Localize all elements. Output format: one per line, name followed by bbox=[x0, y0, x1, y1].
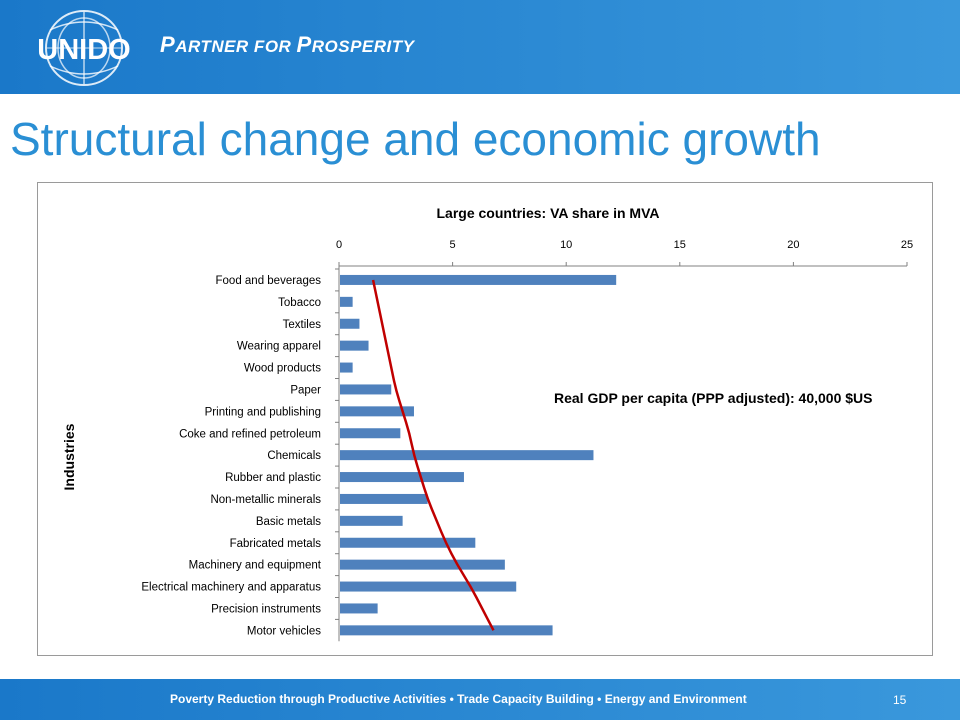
x-tick-label: 5 bbox=[450, 239, 456, 251]
chart-container: Large countries: VA share in MVA Real GD… bbox=[37, 182, 933, 656]
category-label: Printing and publishing bbox=[205, 406, 321, 418]
bar bbox=[340, 493, 428, 504]
bar bbox=[340, 515, 403, 526]
bar bbox=[340, 428, 401, 439]
chart-title: Large countries: VA share in MVA bbox=[436, 205, 659, 221]
bar-chart: Large countries: VA share in MVA Real GD… bbox=[61, 205, 913, 642]
bar bbox=[340, 603, 378, 614]
bar bbox=[340, 559, 505, 570]
x-tick-label: 0 bbox=[336, 239, 342, 251]
category-label: Motor vehicles bbox=[247, 625, 321, 637]
bar bbox=[340, 362, 353, 373]
unido-logo-icon: UNIDO bbox=[37, 10, 131, 86]
bar bbox=[340, 537, 476, 548]
category-label: Basic metals bbox=[256, 516, 321, 528]
category-label: Chemicals bbox=[267, 450, 321, 462]
bar bbox=[340, 340, 369, 351]
category-label: Tobacco bbox=[278, 297, 321, 309]
bar bbox=[340, 318, 360, 329]
category-label: Machinery and equipment bbox=[189, 560, 322, 572]
category-label: Electrical machinery and apparatus bbox=[141, 582, 321, 594]
bar bbox=[340, 274, 617, 285]
category-label: Precision instruments bbox=[211, 603, 321, 615]
y-axis-label: Industries bbox=[61, 423, 77, 490]
x-tick-label: 15 bbox=[674, 239, 686, 251]
footer-banner: Poverty Reduction through Productive Act… bbox=[0, 679, 960, 720]
x-tick-label: 10 bbox=[560, 239, 572, 251]
annotation-text: Real GDP per capita (PPP adjusted): 40,0… bbox=[554, 390, 873, 406]
svg-text:UNIDO: UNIDO bbox=[37, 34, 130, 66]
bar bbox=[340, 581, 517, 592]
bar bbox=[340, 384, 392, 395]
category-label: Coke and refined petroleum bbox=[179, 428, 321, 440]
category-label: Wearing apparel bbox=[237, 341, 321, 353]
x-tick-label: 20 bbox=[787, 239, 799, 251]
tagline: PARTNER FOR PROSPERITY bbox=[160, 32, 415, 57]
category-label: Food and beverages bbox=[216, 275, 322, 287]
category-label: Textiles bbox=[283, 319, 322, 331]
bar bbox=[340, 625, 553, 636]
category-label: Paper bbox=[290, 384, 321, 396]
category-label: Rubber and plastic bbox=[225, 472, 321, 484]
bar bbox=[340, 450, 594, 461]
bar bbox=[340, 406, 414, 417]
page-number: 15 bbox=[893, 693, 907, 707]
bar bbox=[340, 472, 464, 483]
category-label: Non-metallic minerals bbox=[210, 494, 321, 506]
category-label: Wood products bbox=[244, 363, 321, 375]
bar bbox=[340, 296, 353, 307]
category-label: Fabricated metals bbox=[230, 538, 322, 550]
footer-text: Poverty Reduction through Productive Act… bbox=[170, 692, 747, 706]
x-tick-label: 25 bbox=[901, 239, 913, 251]
slide-title: Structural change and economic growth bbox=[10, 113, 821, 165]
header-banner: UNIDO PARTNER FOR PROSPERITY bbox=[0, 0, 960, 94]
trend-curve bbox=[371, 279, 495, 631]
